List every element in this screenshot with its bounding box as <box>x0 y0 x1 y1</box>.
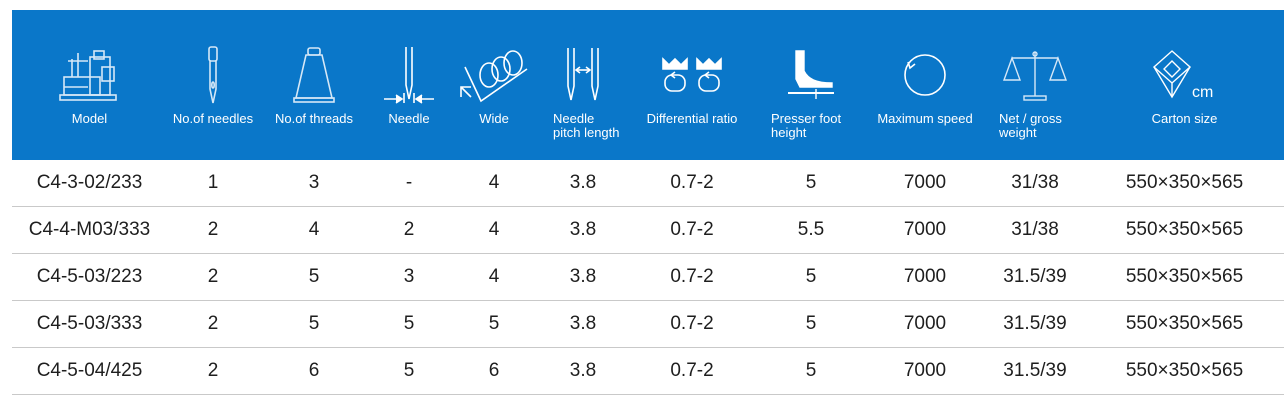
header-label: No.of needles <box>172 111 254 126</box>
cell-weight: 31/38 <box>1011 172 1059 193</box>
table-body: C4-3-02/233 1 3 - 4 3.8 0.7-2 5 7000 31/… <box>12 160 1284 395</box>
cell-speed: 7000 <box>903 172 947 193</box>
cell-pitch: 3.8 <box>569 360 597 381</box>
header-weight: Net / gross weight <box>985 10 1085 160</box>
header-label: No.of threads <box>274 111 354 126</box>
cell-carton: 550×350×565 <box>1125 313 1244 334</box>
cell-speed: 7000 <box>903 219 947 240</box>
spec-table: Model No.of needles No.of threads <box>12 10 1284 395</box>
cell-presser: 5 <box>805 172 817 193</box>
header-speed: Maximum speed <box>865 10 985 160</box>
cell-weight: 31/38 <box>1011 219 1059 240</box>
cell-pitch: 3.8 <box>569 313 597 334</box>
cell-needles: 2 <box>207 360 219 381</box>
cell-needles: 2 <box>207 266 219 287</box>
table-row: C4-3-02/233 1 3 - 4 3.8 0.7-2 5 7000 31/… <box>12 160 1284 207</box>
header-model: Model <box>12 10 167 160</box>
cell-model: C4-4-M03/333 <box>28 219 151 240</box>
thread-cone-icon <box>259 40 369 110</box>
differential-feed-icon <box>627 40 757 110</box>
header-label: Maximum speed <box>877 111 973 126</box>
cell-pitch: 3.8 <box>569 172 597 193</box>
carton-unit: cm <box>1192 84 1213 101</box>
cell-ratio: 0.7-2 <box>670 266 714 287</box>
cell-weight: 31.5/39 <box>1003 266 1067 287</box>
header-label: Differential ratio <box>646 111 738 126</box>
cell-threads: 6 <box>308 360 320 381</box>
header-wide: Wide <box>449 10 539 160</box>
cell-pitch: 3.8 <box>569 219 597 240</box>
needle-icon <box>167 40 259 110</box>
header-needles: No.of needles <box>167 10 259 160</box>
table-row: C4-5-03/333 2 5 5 5 3.8 0.7-2 5 7000 31.… <box>12 301 1284 348</box>
cell-model: C4-5-03/223 <box>36 266 143 287</box>
header-ratio: Differential ratio <box>627 10 757 160</box>
cell-carton: 550×350×565 <box>1125 266 1244 287</box>
cell-weight: 31.5/39 <box>1003 313 1067 334</box>
cell-ratio: 0.7-2 <box>670 360 714 381</box>
cell-needle: - <box>405 172 413 193</box>
header-label: Model <box>71 111 108 126</box>
header-carton: cm Carton size <box>1085 10 1284 160</box>
header-threads: No.of threads <box>259 10 369 160</box>
cell-wide: 4 <box>488 219 500 240</box>
cell-presser: 5 <box>805 266 817 287</box>
cell-carton: 550×350×565 <box>1125 219 1244 240</box>
table-row: C4-4-M03/333 2 4 2 4 3.8 0.7-2 5.5 7000 … <box>12 207 1284 254</box>
balance-scale-icon <box>985 40 1085 110</box>
cell-needles: 1 <box>207 172 219 193</box>
cell-speed: 7000 <box>903 266 947 287</box>
cell-model: C4-5-03/333 <box>36 313 143 334</box>
cell-wide: 4 <box>488 266 500 287</box>
cell-wide: 5 <box>488 313 500 334</box>
cell-model: C4-5-04/425 <box>36 360 143 381</box>
header-label: Carton size <box>1151 111 1218 126</box>
presser-foot-icon <box>757 40 865 110</box>
header-pitch: Needle pitch length <box>539 10 627 160</box>
cell-threads: 5 <box>308 313 320 334</box>
carton-box-icon: cm <box>1085 40 1284 110</box>
table-row: C4-5-03/223 2 5 3 4 3.8 0.7-2 5 7000 31.… <box>12 254 1284 301</box>
cell-weight: 31.5/39 <box>1003 360 1067 381</box>
stitch-width-icon <box>449 40 539 110</box>
header-label: Presser foot height <box>771 111 842 140</box>
header-needle: Needle <box>369 10 449 160</box>
cell-speed: 7000 <box>903 313 947 334</box>
cell-presser: 5 <box>805 360 817 381</box>
table-header: Model No.of needles No.of threads <box>12 10 1284 160</box>
cell-presser: 5.5 <box>797 219 825 240</box>
cell-needles: 2 <box>207 313 219 334</box>
needle-pitch-icon <box>539 40 627 110</box>
cell-threads: 4 <box>308 219 320 240</box>
cell-model: C4-3-02/233 <box>36 172 143 193</box>
header-label: Needle <box>388 111 430 126</box>
cell-threads: 5 <box>308 266 320 287</box>
cell-wide: 4 <box>488 172 500 193</box>
cell-needle: 5 <box>403 313 415 334</box>
header-label: Net / gross weight <box>999 111 1062 140</box>
cell-needle: 3 <box>403 266 415 287</box>
sewing-machine-icon <box>12 40 167 110</box>
cell-ratio: 0.7-2 <box>670 313 714 334</box>
cell-needles: 2 <box>207 219 219 240</box>
cell-presser: 5 <box>805 313 817 334</box>
header-label: Needle pitch length <box>553 111 620 140</box>
header-label: Wide <box>479 111 509 126</box>
cell-pitch: 3.8 <box>569 266 597 287</box>
cell-carton: 550×350×565 <box>1125 172 1244 193</box>
cell-ratio: 0.7-2 <box>670 219 714 240</box>
speed-circle-icon <box>865 40 985 110</box>
cell-needle: 2 <box>403 219 415 240</box>
cell-wide: 6 <box>488 360 500 381</box>
cell-needle: 5 <box>403 360 415 381</box>
cell-carton: 550×350×565 <box>1125 360 1244 381</box>
cell-speed: 7000 <box>903 360 947 381</box>
header-presser: Presser foot height <box>757 10 865 160</box>
table-row: C4-5-04/425 2 6 5 6 3.8 0.7-2 5 7000 31.… <box>12 348 1284 395</box>
cell-threads: 3 <box>308 172 320 193</box>
needle-gauge-icon <box>369 40 449 110</box>
cell-ratio: 0.7-2 <box>670 172 714 193</box>
